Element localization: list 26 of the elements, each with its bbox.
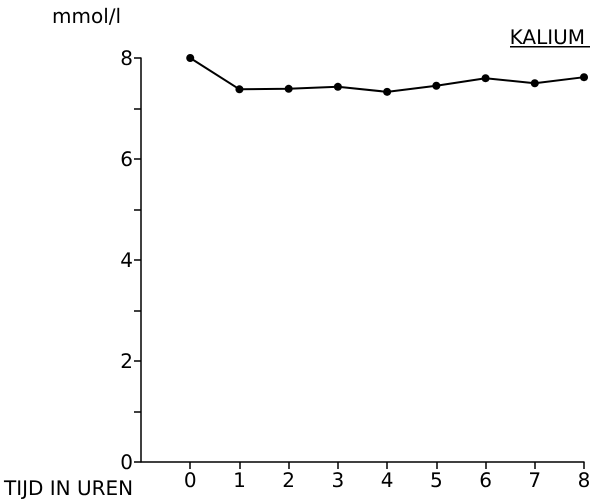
x-tick-label: 2 xyxy=(282,468,296,492)
point xyxy=(334,82,342,91)
x-tick-label: 0 xyxy=(184,468,197,492)
point xyxy=(235,85,244,94)
chart-title: KALIUM xyxy=(510,25,586,49)
y-tick-label: 4 xyxy=(120,248,133,272)
x-tick-label: 8 xyxy=(578,468,590,492)
y-tick-label: 2 xyxy=(120,349,133,373)
x-tick-label: 5 xyxy=(430,468,443,492)
y-tick-label: 8 xyxy=(120,46,133,70)
y-tick-label: 6 xyxy=(120,147,133,171)
point xyxy=(432,82,440,90)
point xyxy=(530,79,539,88)
x-tick-label: 6 xyxy=(479,468,492,492)
x-tick-label: 3 xyxy=(332,468,344,492)
point xyxy=(580,73,588,82)
point xyxy=(383,88,392,96)
point xyxy=(186,54,194,62)
y-tick-label: 0 xyxy=(120,450,133,474)
x-axis-title: TIJD IN UREN xyxy=(3,476,134,500)
point xyxy=(284,84,293,93)
y-axis-title: mmol/l xyxy=(52,4,122,28)
x-tick-label: 1 xyxy=(233,468,246,492)
x-tick-label: 7 xyxy=(528,468,542,492)
point xyxy=(482,74,490,82)
x-tick-label: 4 xyxy=(380,468,394,492)
